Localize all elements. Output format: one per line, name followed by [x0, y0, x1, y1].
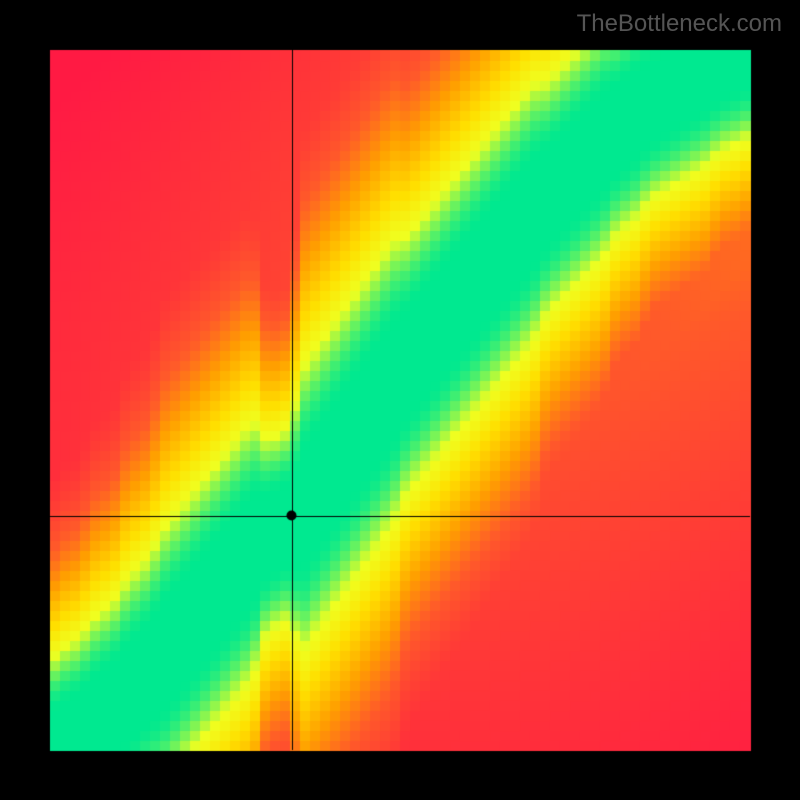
- chart-container: TheBottleneck.com: [0, 0, 800, 800]
- bottleneck-heatmap-canvas: [0, 0, 800, 800]
- watermark-text: TheBottleneck.com: [577, 10, 782, 38]
